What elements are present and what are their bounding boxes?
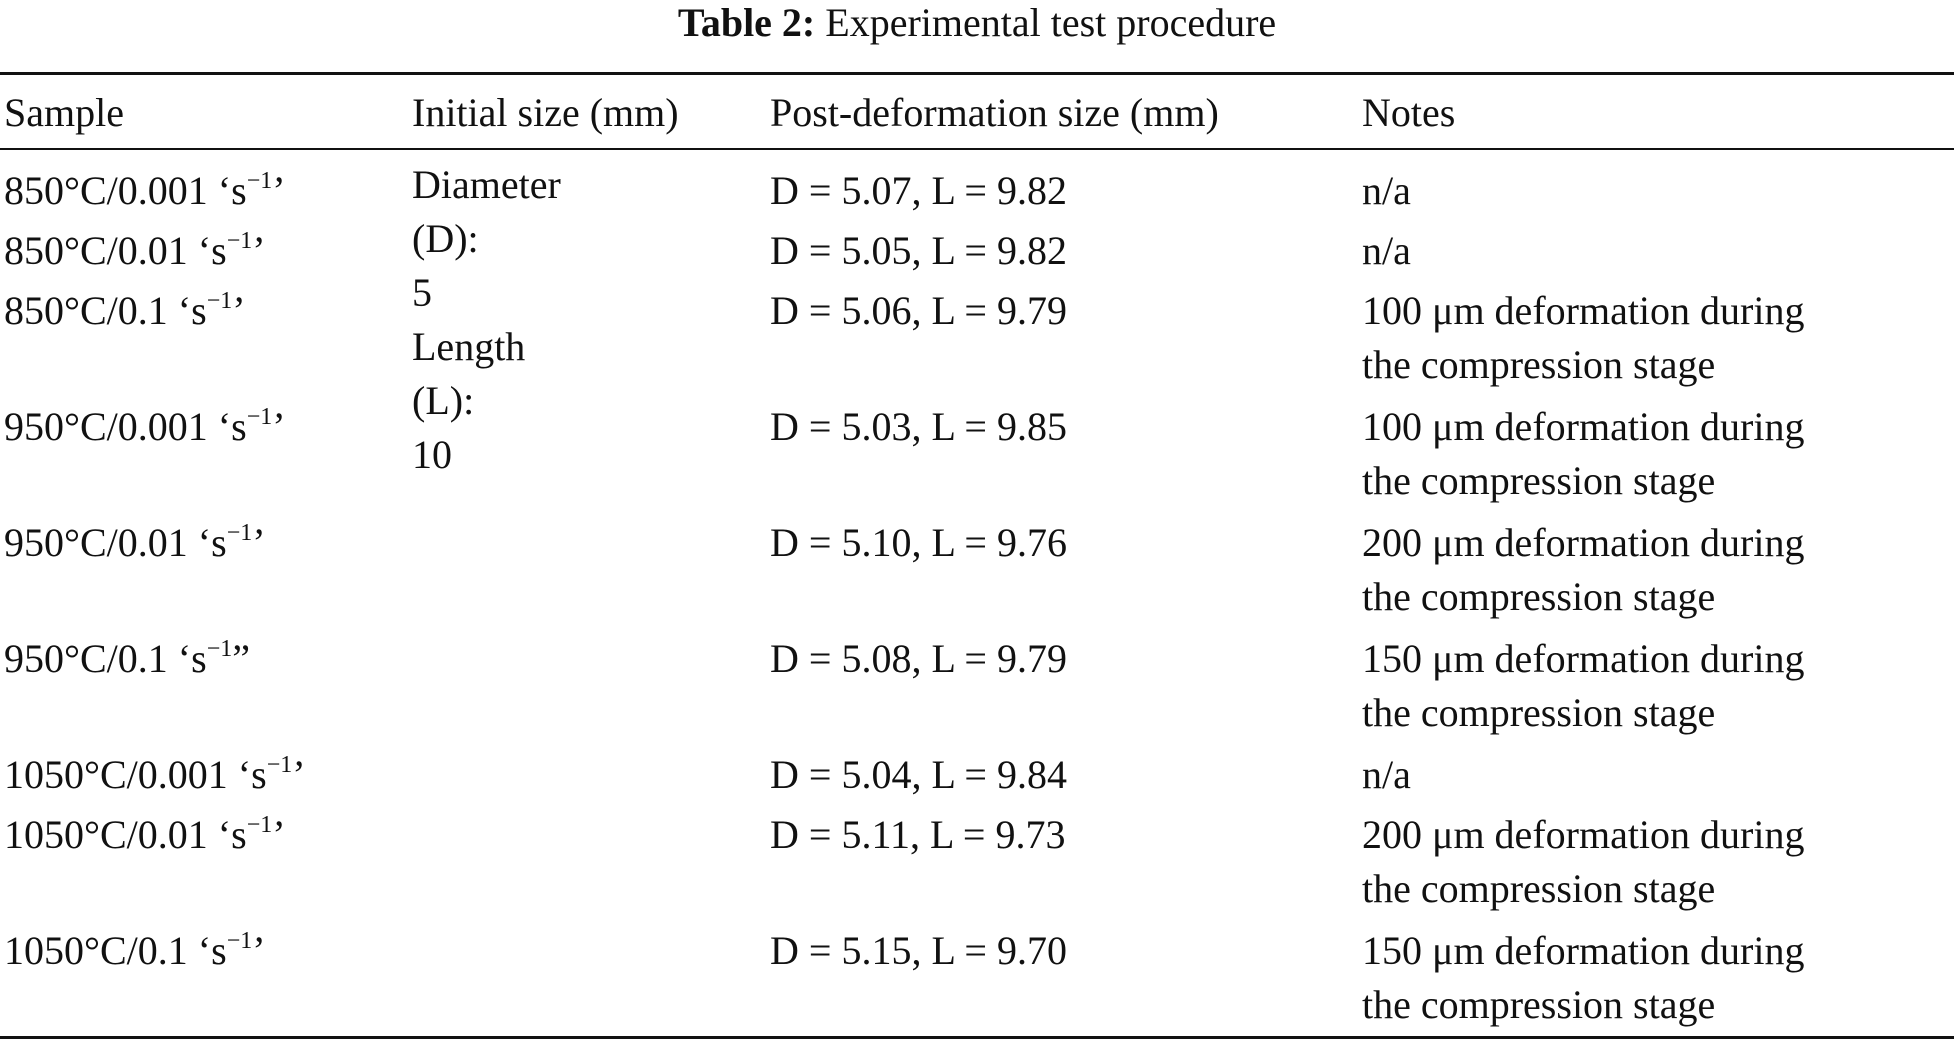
column-header-sample: Sample: [4, 90, 124, 135]
initial-size-line: (D):: [412, 216, 479, 261]
sample-cell: 1050°C/0.001 ‘s−1’: [4, 751, 306, 797]
post-size-cell: D = 5.10, L = 9.76: [770, 520, 1067, 565]
sample-cell: 950°C/0.01 ‘s−1’: [4, 519, 266, 565]
top-rule: [0, 72, 1954, 75]
table-caption: Table 2: Experimental test procedure: [0, 0, 1954, 46]
post-size-cell: D = 5.15, L = 9.70: [770, 928, 1067, 973]
post-size-cell: D = 5.06, L = 9.79: [770, 288, 1067, 333]
notes-cell: n/a: [1362, 228, 1411, 273]
post-size-cell: D = 5.03, L = 9.85: [770, 404, 1067, 449]
column-header-initial-size: Initial size (mm): [412, 90, 679, 135]
notes-cell: n/a: [1362, 168, 1411, 213]
notes-cell: 200 μm deformation during the compression…: [1362, 520, 1805, 619]
initial-size-line: 10: [412, 432, 452, 477]
notes-cell: 200 μm deformation during the compression…: [1362, 812, 1805, 911]
post-size-cell: D = 5.11, L = 9.73: [770, 812, 1066, 857]
caption-label: Table 2:: [677, 0, 816, 45]
notes-cell: n/a: [1362, 752, 1411, 797]
bottom-rule: [0, 1036, 1954, 1039]
initial-size-line: 5: [412, 270, 432, 315]
post-size-cell: D = 5.04, L = 9.84: [770, 752, 1067, 797]
sample-cell: 1050°C/0.01 ‘s−1’: [4, 811, 286, 857]
sample-cell: 950°C/0.1 ‘s−1”: [4, 635, 250, 681]
initial-size-cell: Diameter (D): 5 Length (L): 10: [412, 158, 561, 482]
post-size-cell: D = 5.05, L = 9.82: [770, 228, 1067, 273]
column-header-post-size: Post-deformation size (mm): [770, 90, 1219, 135]
initial-size-line: Length: [412, 324, 526, 369]
notes-cell: 150 μm deformation during the compression…: [1362, 636, 1805, 735]
column-header-notes: Notes: [1362, 90, 1456, 135]
header-rule: [0, 148, 1954, 150]
notes-cell: 100 μm deformation during the compression…: [1362, 288, 1805, 387]
post-size-cell: D = 5.07, L = 9.82: [770, 168, 1067, 213]
post-size-cell: D = 5.08, L = 9.79: [770, 636, 1067, 681]
caption-text: Experimental test procedure: [825, 0, 1277, 45]
notes-cell: 150 μm deformation during the compression…: [1362, 928, 1805, 1027]
sample-cell: 850°C/0.01 ‘s−1’: [4, 227, 266, 273]
sample-cell: 850°C/0.001 ‘s−1’: [4, 167, 286, 213]
notes-cell: 100 μm deformation during the compression…: [1362, 404, 1805, 503]
sample-cell: 950°C/0.001 ‘s−1’: [4, 403, 286, 449]
sample-cell: 1050°C/0.1 ‘s−1’: [4, 927, 266, 973]
initial-size-line: Diameter: [412, 162, 561, 207]
initial-size-line: (L):: [412, 378, 475, 423]
sample-cell: 850°C/0.1 ‘s−1’: [4, 287, 246, 333]
